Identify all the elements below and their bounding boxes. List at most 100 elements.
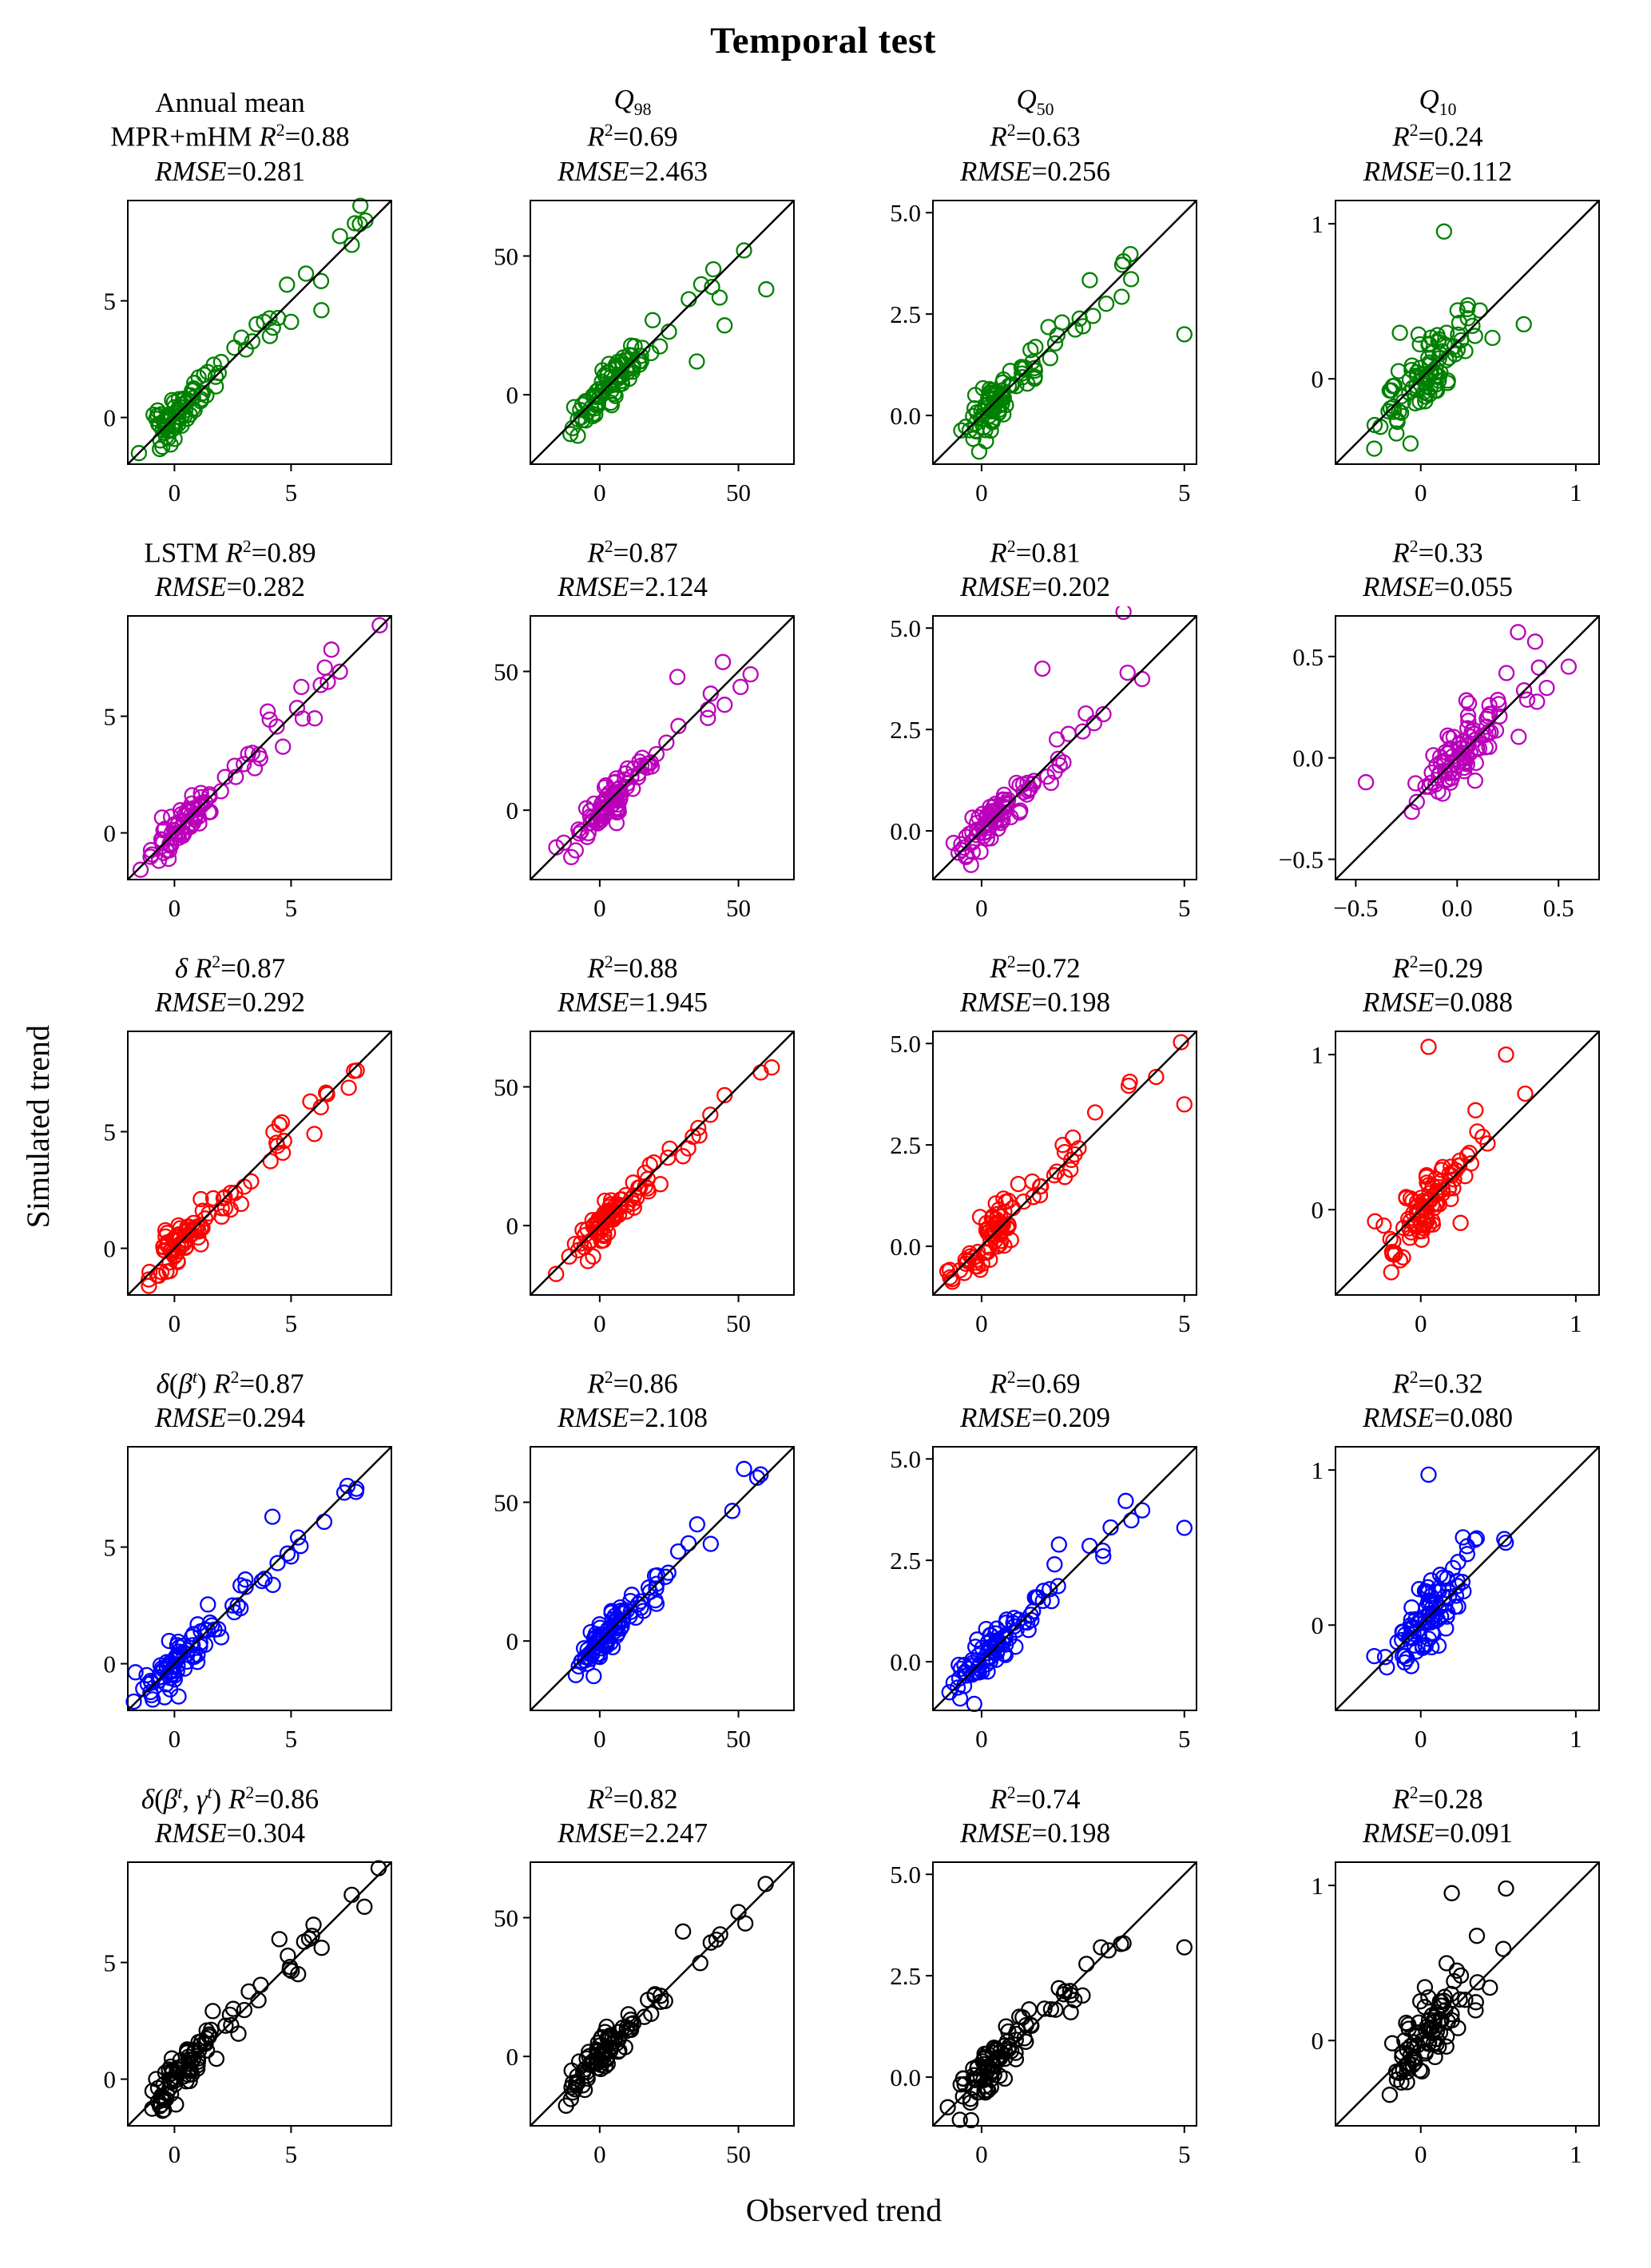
- data-point: [978, 432, 994, 449]
- data-point: [316, 658, 333, 676]
- data-point: [1384, 377, 1401, 395]
- subplot-title-line: RMSE=0.281: [155, 155, 305, 187]
- data-point: [1380, 403, 1397, 419]
- data-point: [716, 316, 733, 333]
- data-point: [170, 1225, 188, 1242]
- data-point: [700, 701, 716, 717]
- data-points: [941, 1492, 1193, 1712]
- data-point: [302, 1093, 319, 1110]
- data-point: [968, 826, 985, 843]
- data-point: [1094, 1542, 1111, 1559]
- data-point: [300, 1930, 318, 1947]
- data-point: [1402, 435, 1419, 451]
- data-point: [644, 312, 661, 328]
- data-point: [180, 2066, 197, 2083]
- data-point: [585, 387, 602, 404]
- scatter-plot: 0 5 0 5: [104, 197, 392, 506]
- subplot-title: R2=0.69 RMSE=0.209: [960, 1367, 1110, 1436]
- data-point: [992, 1208, 1009, 1225]
- data-point: [1459, 719, 1476, 737]
- data-point: [1466, 1531, 1483, 1548]
- data-points: [1357, 623, 1578, 820]
- identity-line: [932, 614, 1197, 880]
- subplot-title-line: RMSE=0.088: [1363, 986, 1513, 1018]
- data-point: [681, 290, 697, 308]
- data-point: [162, 1242, 180, 1259]
- data-point: [555, 834, 573, 851]
- data-point: [949, 1678, 966, 1696]
- data-point: [1467, 1993, 1484, 2011]
- data-point: [1385, 1233, 1402, 1249]
- data-point: [657, 1568, 674, 1585]
- data-point: [1081, 272, 1098, 288]
- data-point: [1466, 772, 1483, 788]
- data-point: [1407, 774, 1424, 792]
- data-point: [1357, 773, 1375, 790]
- data-point: [1407, 395, 1424, 411]
- data-point: [1400, 2055, 1417, 2072]
- y-tick-label: 50: [494, 1904, 518, 1932]
- data-point: [711, 288, 728, 306]
- data-point: [624, 356, 641, 373]
- y-tick-label: 0.0: [1292, 744, 1324, 772]
- data-point: [1455, 759, 1473, 776]
- subplot-title-line: R2=0.29: [1392, 951, 1483, 984]
- data-point: [170, 1688, 187, 1705]
- axes-box: [530, 1861, 795, 2127]
- subplot-title-line: R2=0.82: [587, 1782, 678, 1815]
- data-point: [1530, 659, 1547, 676]
- y-tick-label: 0: [506, 1212, 519, 1240]
- data-point: [1422, 1191, 1439, 1209]
- scatter-plot: 0 50 0 50: [494, 1030, 795, 1337]
- data-point: [562, 2090, 579, 2107]
- data-point: [1062, 2004, 1079, 2020]
- subplot-title: R2=0.88 RMSE=1.945: [558, 951, 708, 1020]
- y-tick-label: 0: [1312, 1611, 1324, 1639]
- data-point: [1394, 1623, 1411, 1640]
- data-point: [175, 1637, 192, 1654]
- data-point: [343, 236, 360, 253]
- data-point: [572, 1235, 589, 1252]
- data-point: [1423, 1638, 1440, 1655]
- data-point: [974, 2052, 991, 2070]
- data-point: [1416, 1998, 1433, 2016]
- data-point: [1447, 1162, 1464, 1178]
- figure-body: Simulated trend Annual mean MPR+mHM R2=0.…: [19, 83, 1627, 2171]
- identity-line: [932, 1030, 1197, 1296]
- data-point: [1457, 753, 1474, 769]
- subplot-title: R2=0.72 RMSE=0.198: [960, 951, 1110, 1020]
- data-point: [1452, 1214, 1469, 1231]
- data-point: [730, 1903, 747, 1920]
- data-point: [157, 2063, 174, 2081]
- data-point: [250, 1992, 267, 2008]
- data-point: [702, 685, 719, 701]
- data-point: [1494, 1940, 1512, 1957]
- x-tick-label: 0: [975, 894, 988, 922]
- data-point: [1048, 730, 1066, 748]
- y-tick-label: 2.5: [890, 1131, 921, 1159]
- y-tick-label: 0: [506, 796, 519, 824]
- data-point: [306, 1125, 323, 1142]
- identity-line: [530, 199, 795, 465]
- data-point: [290, 1965, 307, 1982]
- data-point: [312, 676, 329, 693]
- x-tick-label: 0: [975, 1725, 988, 1753]
- data-point: [1390, 362, 1407, 379]
- y-tick-label: 5: [104, 702, 117, 730]
- data-point: [634, 339, 651, 356]
- data-point: [192, 1236, 209, 1253]
- x-tick-label: 50: [726, 894, 751, 922]
- data-point: [201, 785, 218, 802]
- axes-box: [127, 1030, 392, 1296]
- data-point: [323, 641, 340, 657]
- y-tick-label: 5: [104, 1948, 117, 1976]
- data-point: [256, 1570, 273, 1587]
- data-point: [1022, 1606, 1039, 1623]
- data-point: [1481, 705, 1498, 722]
- data-points: [141, 1062, 365, 1294]
- data-point: [608, 814, 625, 831]
- data-point: [969, 1257, 986, 1274]
- data-point: [702, 1535, 719, 1552]
- data-point: [192, 784, 209, 801]
- data-point: [958, 418, 974, 435]
